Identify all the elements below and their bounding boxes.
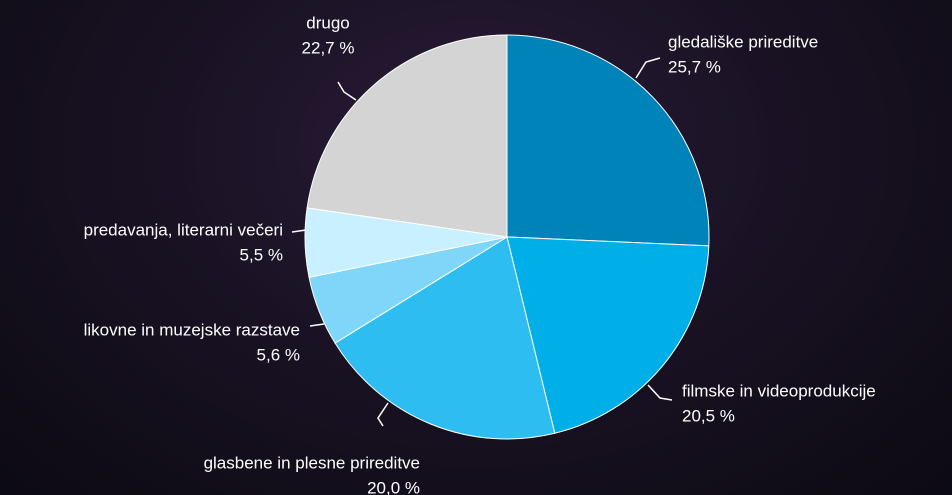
leader-line xyxy=(377,402,389,427)
leader-line xyxy=(647,384,673,401)
leader-line xyxy=(309,323,325,327)
leader-lines xyxy=(291,57,673,427)
slice-label: predavanja, literarni večeri xyxy=(84,220,283,239)
pie-slice xyxy=(506,34,710,247)
slice-label: glasbene in plesne prireditve xyxy=(204,453,420,472)
pie-slice xyxy=(506,236,710,434)
pie-slice xyxy=(306,34,508,238)
pie-slice xyxy=(334,236,556,440)
value-label: 22,7 % xyxy=(302,38,355,57)
slice-label: gledališke prireditve xyxy=(668,32,818,51)
slice-label: drugo xyxy=(306,13,349,32)
value-label: 5,6 % xyxy=(257,345,300,364)
value-label: 20,5 % xyxy=(682,406,735,425)
leader-line xyxy=(337,81,357,101)
value-label: 25,7 % xyxy=(668,57,721,76)
slice-label: likovne in muzejske razstave xyxy=(84,320,300,339)
leader-line xyxy=(291,229,307,233)
leader-line xyxy=(635,57,661,79)
value-label: 20,0 % xyxy=(367,478,420,495)
slice-label: filmske in videoprodukcije xyxy=(682,381,876,400)
value-label: 5,5 % xyxy=(240,245,283,264)
